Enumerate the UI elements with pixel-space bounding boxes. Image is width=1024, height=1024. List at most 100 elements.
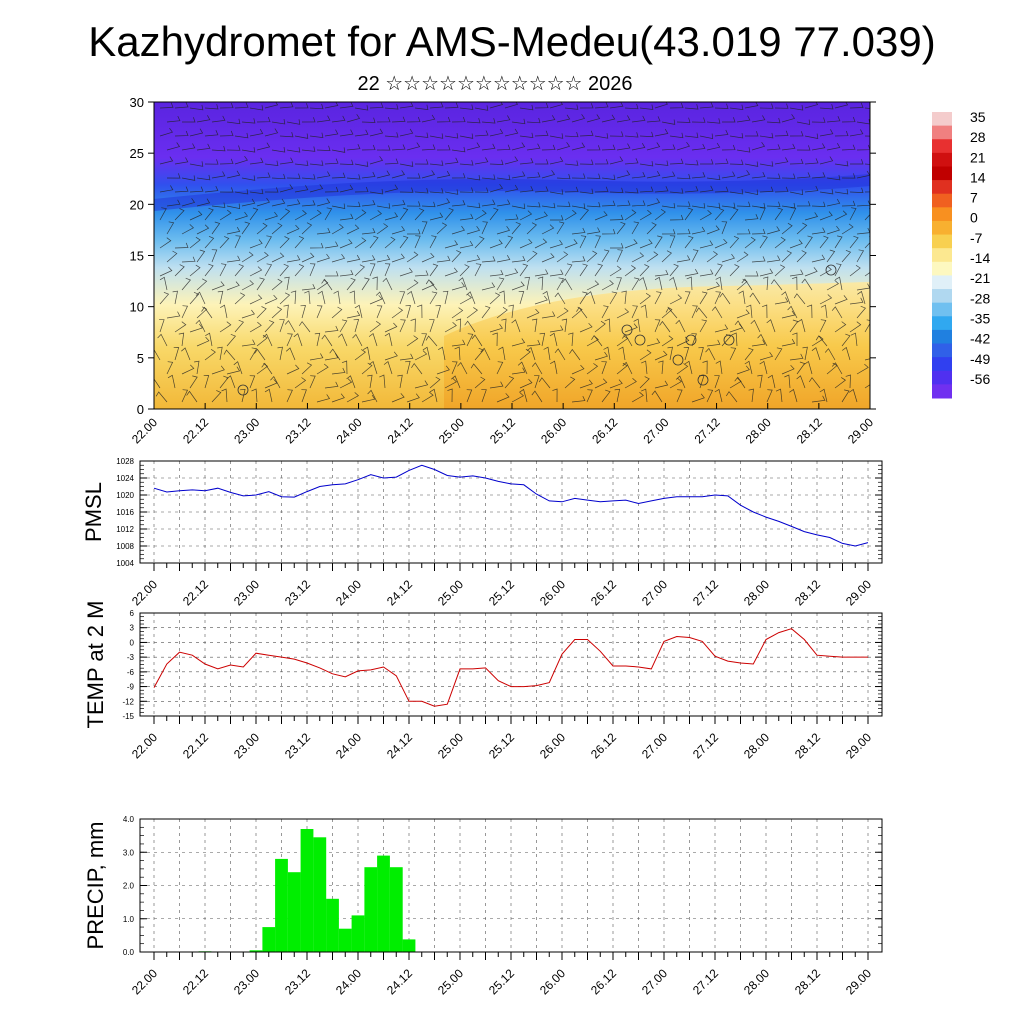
wind-barb — [279, 292, 291, 305]
wind-barb — [324, 207, 333, 221]
x-tick-label: 22.00 — [129, 415, 160, 446]
wind-barb — [841, 144, 856, 151]
wind-barb — [706, 225, 720, 235]
wind-barb — [699, 269, 714, 277]
wind-barb — [226, 366, 241, 375]
wind-barb — [466, 118, 481, 124]
wind-barb — [157, 333, 168, 347]
wind-barb — [571, 256, 586, 263]
wind-barb — [286, 255, 301, 263]
wind-barb — [436, 198, 451, 207]
x-tick-label: 22.00 — [129, 966, 160, 997]
cross-section-y-axis: 0 5 10 15 20 25 30 — [130, 95, 876, 417]
wind-barb — [391, 253, 405, 263]
wind-barb — [601, 228, 616, 235]
wind-barb — [290, 290, 297, 305]
wind-barb — [796, 172, 811, 179]
wind-barb — [321, 334, 333, 347]
wind-barb — [519, 378, 533, 389]
wind-barb — [194, 360, 200, 375]
wind-barb — [654, 102, 668, 109]
wind-barb — [811, 143, 826, 151]
x-tick-label: 25.00 — [436, 415, 467, 446]
wind-barb — [531, 390, 543, 403]
wind-barb — [759, 235, 768, 249]
wind-barb — [526, 172, 541, 179]
wind-barb — [294, 185, 309, 193]
wind-barb — [294, 235, 305, 249]
wind-barb — [286, 119, 301, 125]
wind-barb — [736, 170, 751, 179]
wind-barb — [249, 266, 263, 277]
wind-barb — [691, 226, 706, 235]
wind-barb — [616, 115, 631, 123]
wind-barb — [196, 115, 211, 123]
wind-barb — [451, 225, 465, 235]
wind-barb — [624, 209, 637, 221]
wind-barb — [751, 228, 766, 235]
wind-barb — [564, 186, 579, 193]
wind-barb — [604, 318, 611, 333]
wind-barb — [459, 187, 474, 193]
wind-barb — [376, 223, 389, 235]
x-tick-label: 26.00 — [537, 966, 568, 997]
wind-barb — [714, 263, 723, 277]
wind-barb — [234, 189, 249, 195]
wind-barb — [549, 189, 564, 195]
wind-barb — [481, 305, 491, 319]
wind-barb — [316, 171, 331, 179]
wind-barb — [526, 339, 541, 347]
wind-barb — [196, 198, 211, 207]
y-tick-label: 4.0 — [123, 815, 135, 824]
panel-frame — [139, 818, 883, 953]
wind-barb — [492, 332, 498, 347]
wind-barb — [568, 332, 574, 347]
wind-barb — [534, 375, 540, 389]
wind-barb — [203, 375, 210, 389]
wind-barb — [646, 251, 659, 263]
wind-barb — [204, 235, 215, 249]
wind-barb — [466, 389, 473, 403]
wind-barb — [614, 388, 621, 403]
wind-barb — [622, 361, 633, 375]
wind-barb — [414, 235, 421, 249]
wind-barb — [586, 173, 601, 179]
wind-barb — [324, 381, 339, 389]
wind-barb — [293, 333, 303, 347]
wind-barb — [391, 170, 406, 179]
wind-barb — [624, 239, 638, 249]
wind-barb — [826, 116, 841, 123]
wind-barb — [219, 102, 234, 109]
wind-barb — [189, 161, 204, 167]
wind-barb — [579, 291, 588, 305]
wind-barb — [189, 128, 204, 137]
wind-barb — [353, 319, 360, 333]
wind-barb — [363, 346, 371, 361]
precip-bar — [313, 837, 327, 952]
wind-barb — [751, 339, 766, 347]
wind-barb — [586, 145, 601, 151]
wind-barb — [489, 159, 504, 165]
y-tick-label: 1008 — [116, 542, 134, 551]
wind-barb — [797, 318, 806, 333]
wind-barb — [751, 115, 766, 123]
x-tick-label: 27.00 — [639, 577, 670, 608]
wind-barb — [211, 202, 226, 208]
wind-barb — [766, 255, 781, 263]
wind-barb — [301, 283, 316, 291]
wind-barb — [624, 132, 639, 138]
wind-barb — [294, 263, 305, 277]
wind-barb — [554, 348, 566, 361]
y-tick-label: 5 — [137, 351, 144, 366]
wind-barb — [601, 200, 616, 207]
wind-barb — [601, 280, 614, 291]
x-tick-label: 27.12 — [690, 730, 721, 761]
wind-barb — [406, 142, 421, 151]
wind-barb — [676, 389, 683, 403]
wind-barb — [368, 361, 378, 375]
wind-barb — [189, 104, 204, 111]
wind-barb — [669, 188, 684, 194]
wind-barb — [324, 241, 339, 249]
wind-barb — [744, 347, 754, 361]
wind-barb — [801, 278, 813, 291]
